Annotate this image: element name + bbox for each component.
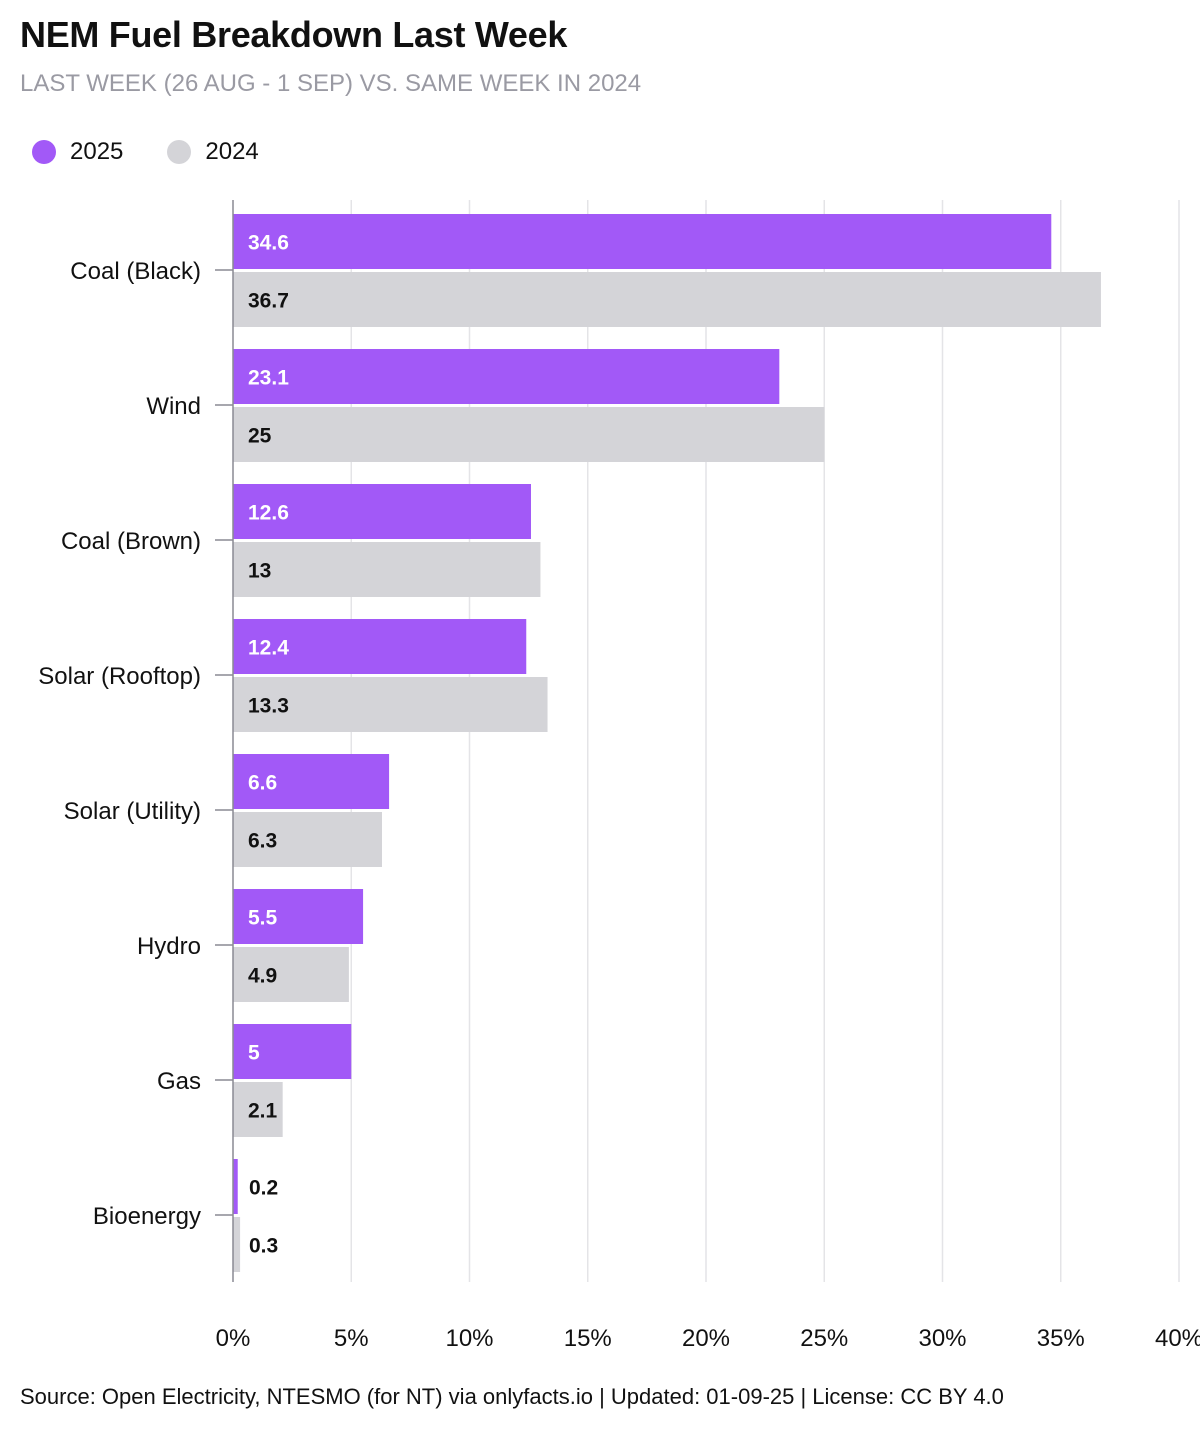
bar-chart: 34.6 36.7 23.1 25 12.6 13 12.4 13.3 6.6 6.3 5.5 4.9… bbox=[38, 200, 1200, 1352]
legend-label-2024: 2024 bbox=[205, 138, 259, 165]
bar-2024-coal-black[interactable] bbox=[233, 272, 1101, 327]
bar-2024-wind[interactable] bbox=[233, 407, 825, 462]
bars: 34.6 36.7 23.1 25 12.6 13 12.4 13.3 6.6 6.3 5.5 4.9… bbox=[233, 214, 1101, 1272]
x-tick-label: 30% bbox=[918, 1325, 966, 1352]
category-labels: Coal (Black) Wind Coal (Brown) Solar (Rooft… bbox=[38, 258, 201, 1230]
legend-item-2025[interactable]: 2025 bbox=[32, 138, 123, 166]
bar-2025-coal-brown[interactable] bbox=[233, 484, 531, 539]
category-label: Solar (Utility) bbox=[64, 798, 201, 825]
category-label: Solar (Rooftop) bbox=[38, 663, 201, 690]
data-label: 0.2 bbox=[249, 1177, 278, 1200]
data-label: 13.3 bbox=[248, 695, 289, 718]
data-label: 5 bbox=[248, 1042, 260, 1065]
x-tick-labels: 0% 5% 10% 15% 20% 25% 30% 35% 40% bbox=[216, 1325, 1200, 1352]
bar-2025-wind[interactable] bbox=[233, 349, 780, 404]
bar-2025-gas[interactable] bbox=[233, 1024, 352, 1079]
x-tick-label: 15% bbox=[564, 1325, 612, 1352]
legend-swatch-2025 bbox=[32, 140, 56, 164]
data-label: 36.7 bbox=[248, 290, 289, 313]
x-tick-label: 20% bbox=[682, 1325, 730, 1352]
legend-swatch-2024 bbox=[167, 140, 192, 164]
source-note: Source: Open Electricity, NTESMO (for NT… bbox=[20, 1384, 1004, 1409]
data-label: 0.3 bbox=[249, 1235, 278, 1258]
chart-title: NEM Fuel Breakdown Last Week bbox=[20, 14, 568, 55]
chart-subtitle: LAST WEEK (26 AUG - 1 SEP) VS. SAME WEEK… bbox=[20, 70, 642, 97]
bar-2024-solar-rooftop[interactable] bbox=[233, 677, 548, 732]
category-label: Wind bbox=[146, 393, 201, 420]
data-label: 6.6 bbox=[248, 772, 277, 795]
x-tick-label: 5% bbox=[334, 1325, 369, 1352]
x-tick-label: 10% bbox=[445, 1325, 493, 1352]
x-tick-label: 0% bbox=[216, 1325, 251, 1352]
data-label: 5.5 bbox=[248, 907, 278, 930]
bar-2025-hydro[interactable] bbox=[233, 889, 364, 944]
legend-item-2024[interactable]: 2024 bbox=[167, 138, 259, 166]
bar-2024-solar-utility[interactable] bbox=[233, 812, 382, 867]
x-tick-label: 40% bbox=[1155, 1325, 1200, 1352]
bar-2025-solar-utility[interactable] bbox=[233, 754, 390, 809]
bar-2024-gas[interactable] bbox=[233, 1082, 283, 1137]
bar-2024-bioenergy[interactable] bbox=[233, 1217, 241, 1272]
y-axis bbox=[215, 200, 234, 1282]
x-tick-label: 35% bbox=[1037, 1325, 1085, 1352]
category-label: Hydro bbox=[137, 933, 201, 960]
data-label: 12.4 bbox=[248, 637, 289, 660]
data-label: 12.6 bbox=[248, 502, 289, 525]
data-label: 2.1 bbox=[248, 1100, 278, 1123]
data-label: 23.1 bbox=[248, 367, 289, 390]
x-tick-label: 25% bbox=[800, 1325, 848, 1352]
bar-2024-coal-brown[interactable] bbox=[233, 542, 541, 597]
data-label: 13 bbox=[248, 560, 271, 583]
category-label: Gas bbox=[157, 1068, 201, 1095]
category-label: Coal (Brown) bbox=[61, 528, 201, 555]
category-label: Bioenergy bbox=[93, 1203, 201, 1230]
data-label: 4.9 bbox=[248, 965, 277, 988]
category-label: Coal (Black) bbox=[70, 258, 201, 285]
bar-2024-hydro[interactable] bbox=[233, 947, 349, 1002]
bar-2025-coal-black[interactable] bbox=[233, 214, 1052, 269]
legend: 2025 2024 bbox=[32, 138, 303, 166]
data-label: 6.3 bbox=[248, 830, 277, 853]
bar-2025-solar-rooftop[interactable] bbox=[233, 619, 527, 674]
legend-label-2025: 2025 bbox=[70, 138, 124, 165]
data-label: 34.6 bbox=[248, 232, 289, 255]
bar-2025-bioenergy[interactable] bbox=[233, 1159, 238, 1214]
data-label: 25 bbox=[248, 425, 272, 448]
